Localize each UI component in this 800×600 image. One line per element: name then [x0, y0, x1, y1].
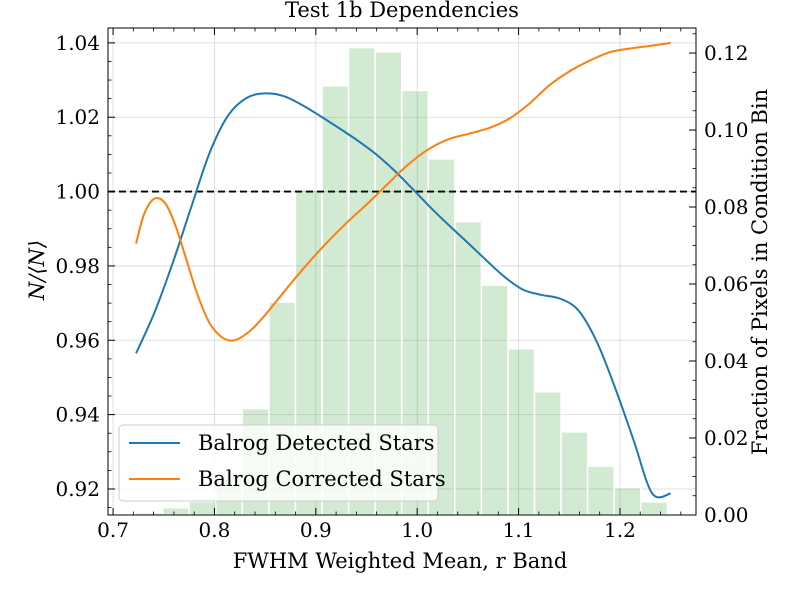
y-tick-label: 1.02	[55, 105, 100, 129]
y2-tick-label: 0.00	[704, 503, 749, 527]
legend: Balrog Detected Stars Balrog Corrected S…	[118, 424, 446, 502]
x-tick-label: 1.1	[503, 518, 535, 542]
y-tick-label: 0.94	[55, 403, 100, 427]
y2-tick-label: 0.10	[704, 118, 749, 142]
y2-tick-label: 0.06	[704, 272, 749, 296]
histogram-bar-19	[639, 501, 669, 516]
plot-frame	[107, 27, 697, 516]
histogram-bar-1	[161, 506, 190, 516]
legend-label-balrog-detected-stars: Balrog Detected Stars	[198, 431, 435, 455]
y-tick-label: 0.98	[55, 254, 100, 278]
histogram-bar-12	[454, 220, 483, 516]
series-lines	[135, 41, 671, 499]
x-tick-label: 1.0	[401, 518, 433, 542]
series-line-balrog-corrected-stars	[135, 41, 671, 342]
y-tick-label: 1.00	[55, 180, 100, 204]
grid-lines	[108, 28, 696, 515]
histogram-bar-14	[507, 347, 536, 516]
histogram-bar-17	[586, 465, 615, 516]
histogram-bar-16	[560, 431, 589, 516]
axes-frame	[107, 27, 697, 516]
x-tick-label: 0.9	[300, 518, 332, 542]
y-axis-label: N/⟨N⟩	[25, 240, 49, 301]
y2-tick-label: 0.12	[704, 41, 749, 65]
y2-tick-label: 0.08	[704, 195, 749, 219]
y2-tick-labels: 0.00 0.02 0.04 0.06 0.08 0.10 0.12	[704, 41, 749, 527]
x-tick-label: 1.2	[604, 518, 636, 542]
x-tick-labels: 0.7 0.8 0.9 1.0 1.1 1.2	[97, 518, 636, 542]
x-tick-label: 0.7	[97, 518, 129, 542]
tick-marks	[108, 28, 696, 516]
y2-tick-label: 0.04	[704, 349, 749, 373]
chart-title: Test 1b Dependencies	[285, 0, 519, 22]
legend-label-balrog-corrected-stars: Balrog Corrected Stars	[198, 467, 446, 491]
histogram-bar-13	[480, 284, 509, 516]
y-tick-labels: 0.92 0.94 0.96 0.98 1.00 1.02 1.04	[55, 31, 100, 501]
histogram-bar-2	[188, 500, 217, 516]
histogram-bar-15	[533, 391, 562, 516]
y-tick-label: 1.04	[55, 31, 100, 55]
series-line-balrog-detected-stars	[135, 92, 671, 499]
legend-box	[118, 424, 439, 502]
y2-axis-label: Fraction of Pixels in Condition Bin	[748, 89, 772, 455]
x-tick-label: 0.8	[199, 518, 231, 542]
x-axis-label: FWHM Weighted Mean, r Band	[233, 549, 568, 573]
y-tick-label: 0.96	[55, 328, 100, 352]
histogram-bar-18	[613, 486, 642, 516]
y2-tick-label: 0.02	[704, 426, 749, 450]
y-tick-label: 0.92	[55, 477, 100, 501]
